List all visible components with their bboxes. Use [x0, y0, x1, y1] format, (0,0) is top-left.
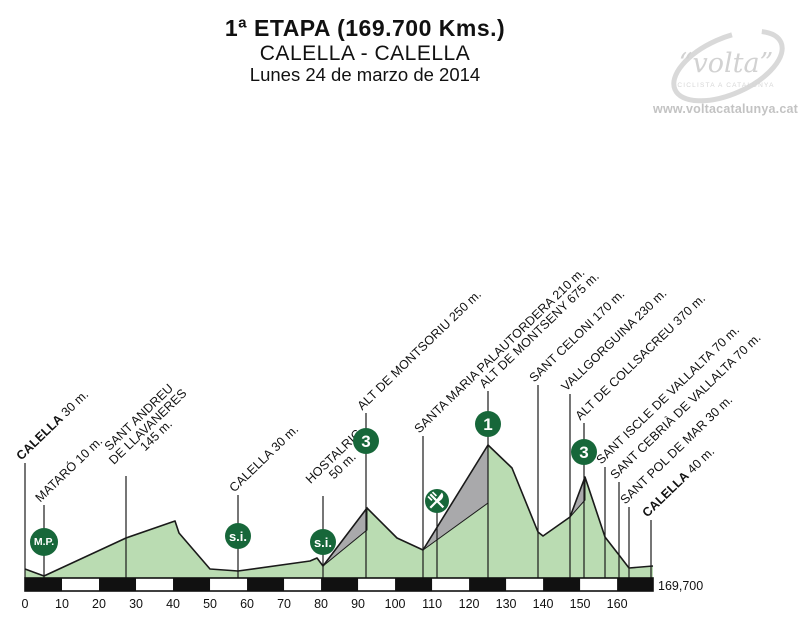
climb-category-marker: 3 — [353, 428, 379, 454]
axis-tick: 140 — [533, 597, 554, 611]
total-distance-label: 169,700 — [658, 579, 703, 593]
elevation-area — [25, 445, 653, 578]
elevation-outline — [24, 444, 654, 577]
band-segment — [173, 578, 211, 591]
band-segment — [25, 578, 63, 591]
band-segment — [617, 578, 653, 591]
axis-tick: 120 — [459, 597, 480, 611]
axis-tick: 80 — [314, 597, 328, 611]
axis-tick: 20 — [92, 597, 106, 611]
axis-tick: 90 — [351, 597, 365, 611]
stage-date: Lunes 24 de marzo de 2014 — [249, 64, 481, 86]
axis-tick: 40 — [166, 597, 180, 611]
axis-tick: 110 — [422, 597, 442, 611]
axis-tick: 70 — [277, 597, 291, 611]
axis-tick: 50 — [203, 597, 217, 611]
intermediate-sprint-marker: s.i. — [225, 523, 251, 549]
axis-tick: 10 — [55, 597, 69, 611]
axis-tick: 130 — [496, 597, 517, 611]
volta-logo: “volta” CICLISTA A CATALUNYA — [652, 18, 800, 122]
axis-tick: 100 — [385, 597, 406, 611]
brand-wordmark: “volta” — [678, 48, 774, 79]
swoosh-icon — [671, 28, 785, 104]
website-url: www.voltacatalunya.cat — [653, 102, 798, 116]
axis-tick: 60 — [240, 597, 254, 611]
header: 1ª ETAPA (169.700 Kms.) CALELLA - CALELL… — [130, 15, 600, 86]
axis-tick: 160 — [607, 597, 628, 611]
band-segment — [469, 578, 507, 591]
band-segment — [543, 578, 581, 591]
band-segment — [247, 578, 285, 591]
axis-tick: 150 — [570, 597, 591, 611]
climb-category-marker: 1 — [475, 411, 501, 437]
axis-tick: 30 — [129, 597, 143, 611]
band-segment — [395, 578, 433, 591]
feed-zone-marker — [425, 489, 449, 513]
band-segment — [99, 578, 137, 591]
axis-tick: 0 — [22, 597, 29, 611]
mp-marker: M.P. — [30, 528, 58, 556]
fork-knife-icon — [427, 491, 445, 509]
brand-tagline: CICLISTA A CATALUNYA — [677, 82, 775, 89]
climb-category-marker: 3 — [571, 439, 597, 465]
route-title: CALELLA - CALELLA — [259, 41, 471, 65]
intermediate-sprint-marker: s.i. — [310, 529, 336, 555]
band-segment — [321, 578, 359, 591]
page-title: 1ª ETAPA (169.700 Kms.) — [224, 15, 506, 41]
distance-band-border — [24, 577, 654, 592]
